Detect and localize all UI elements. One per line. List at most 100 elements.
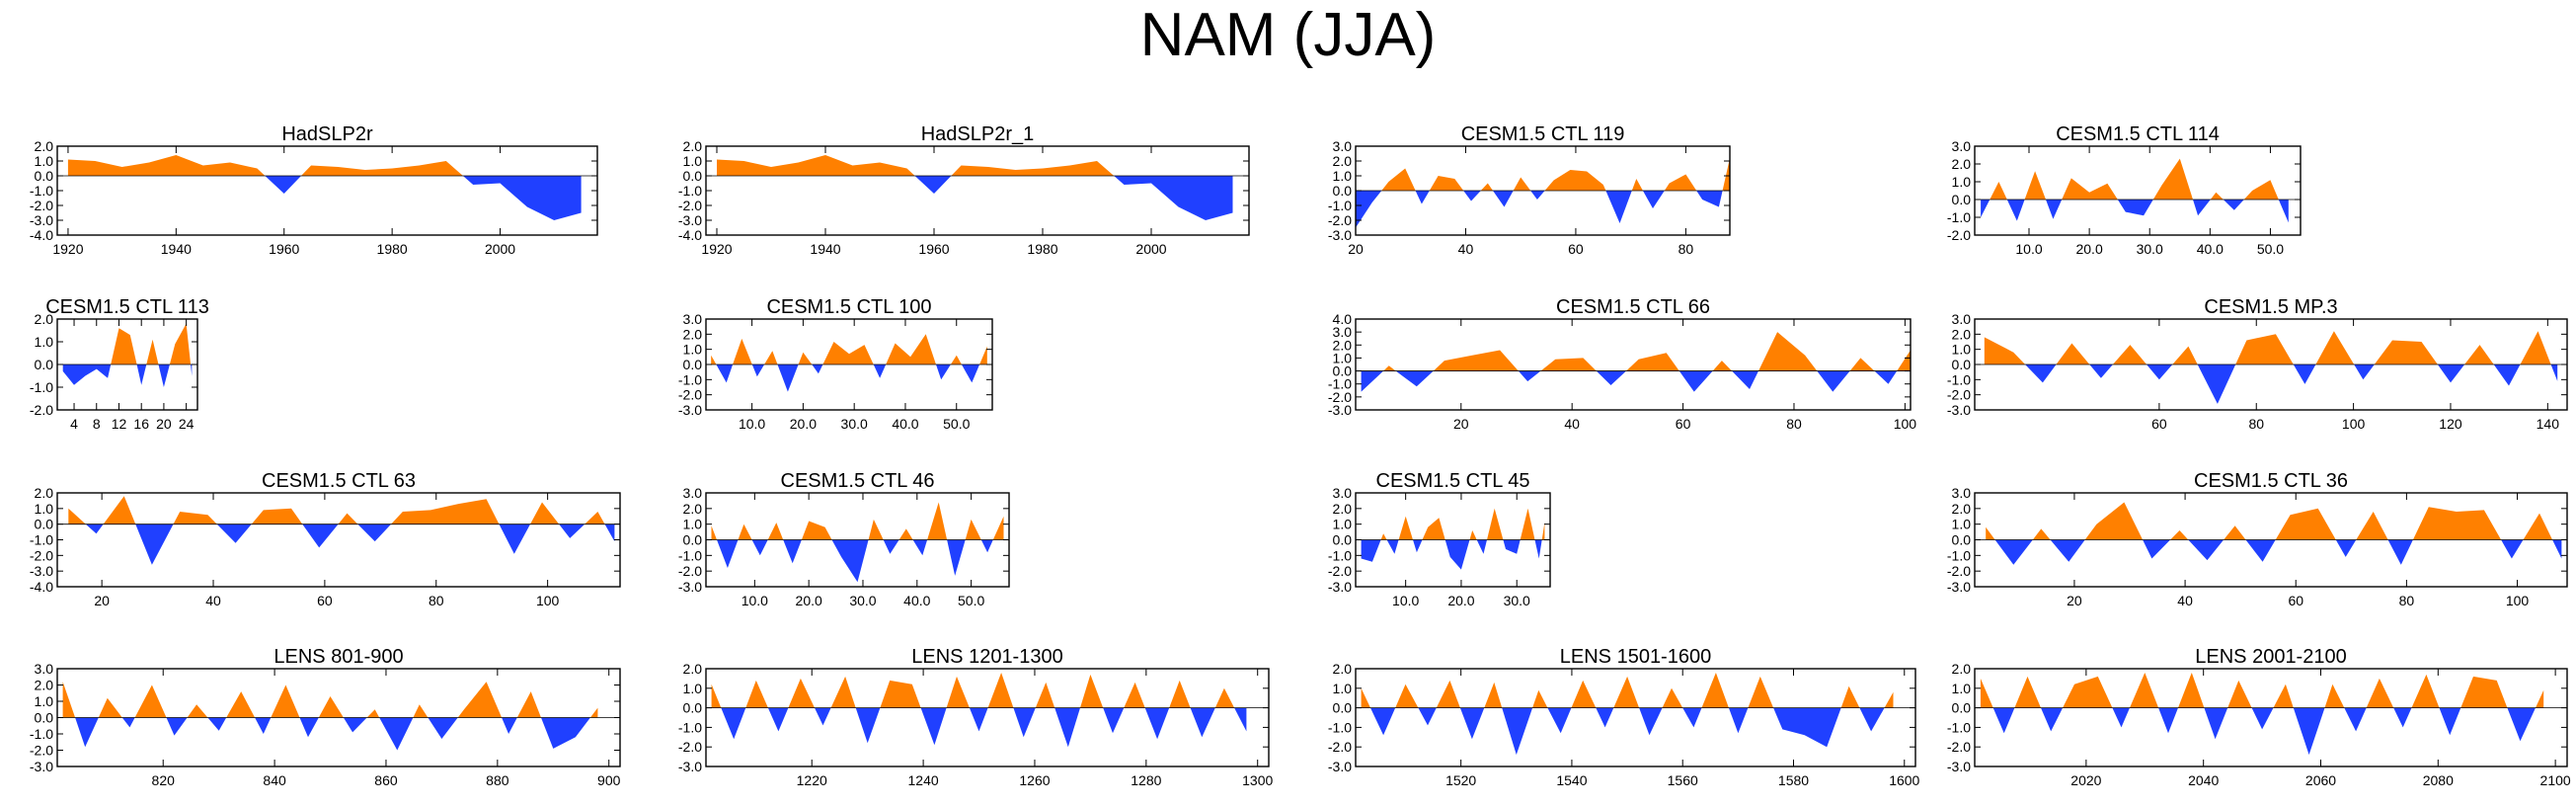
x-tick-label: 100 [536, 593, 560, 608]
positive-anomaly-area [946, 676, 970, 708]
y-tick-label: -4.0 [30, 227, 53, 243]
y-tick-label: 3.0 [35, 661, 54, 677]
negative-anomaly-area [299, 717, 319, 738]
panel-title: CESM1.5 CTL 119 [1461, 123, 1625, 145]
negative-anomaly-area [2278, 200, 2289, 223]
negative-anomaly-area [2158, 707, 2178, 734]
positive-anomaly-area [738, 524, 752, 540]
negative-anomaly-area [135, 524, 174, 565]
positive-anomaly-area [1361, 687, 1370, 708]
negative-anomaly-area [1190, 707, 1215, 738]
positive-anomaly-area [1480, 183, 1493, 191]
negative-anomaly-area [541, 717, 590, 749]
panel-title: LENS 1201-1300 [911, 646, 1062, 668]
x-tick-label: 2000 [485, 241, 515, 257]
positive-anomaly-area [801, 521, 832, 540]
negative-anomaly-area [721, 707, 746, 740]
negative-anomaly-area [1981, 200, 1991, 217]
y-tick-label: -2.0 [30, 743, 53, 759]
x-tick-label: 80 [429, 593, 444, 608]
x-tick-label: 1220 [797, 772, 827, 788]
y-tick-label: 3.0 [683, 311, 703, 327]
y-tick-label: -4.0 [30, 579, 53, 595]
x-tick-label: 60 [1676, 416, 1691, 432]
x-tick-label: 1920 [52, 241, 83, 257]
negative-anomaly-area [1642, 191, 1665, 208]
x-tick-label: 2020 [2070, 772, 2101, 788]
y-tick-label: -1.0 [30, 183, 53, 199]
positive-anomaly-area [173, 512, 217, 524]
negative-anomaly-area [717, 539, 739, 568]
y-tick-label: -2.0 [30, 547, 53, 563]
positive-anomaly-area [1035, 682, 1055, 708]
negative-anomaly-area [2501, 539, 2524, 559]
x-tick-label: 880 [486, 772, 509, 788]
negative-anomaly-area [1395, 370, 1434, 387]
y-tick-label: 0.0 [35, 168, 54, 184]
y-tick-label: 3.0 [683, 485, 703, 501]
negative-anomaly-area [166, 717, 188, 736]
x-tick-label: 1960 [918, 241, 949, 257]
positive-anomaly-area [1990, 182, 2007, 200]
y-tick-label: 3.0 [1333, 138, 1353, 154]
y-tick-label: 1.0 [1333, 681, 1353, 696]
x-tick-label: 20.0 [790, 416, 817, 432]
y-tick-label: 3.0 [1333, 324, 1353, 340]
negative-anomaly-area [1859, 707, 1885, 732]
positive-anomaly-area [2356, 512, 2388, 540]
positive-anomaly-area [2227, 680, 2252, 708]
positive-anomaly-area [767, 523, 784, 540]
positive-anomaly-area [1840, 685, 1860, 708]
positive-anomaly-area [134, 685, 167, 718]
y-tick-label: -1.0 [1947, 371, 1971, 387]
figure-title: NAM (JJA) [1139, 1, 1437, 69]
panel-title: HadSLP2r [281, 123, 373, 145]
positive-anomaly-area [413, 704, 429, 718]
y-tick-label: -1.0 [1947, 547, 1971, 563]
positive-anomaly-area [585, 512, 605, 524]
y-tick-label: -3.0 [30, 563, 53, 579]
chart-panel: CESM1.5 CTL 36 3.02.01.00.0-1.0-2.0-3.0 20… [1947, 470, 2568, 608]
negative-anomaly-area [1874, 370, 1898, 384]
y-tick-label: -2.0 [1947, 739, 1971, 755]
positive-anomaly-area [1380, 533, 1387, 540]
positive-anomaly-area [1383, 365, 1396, 371]
x-tick-label: 1540 [1556, 772, 1587, 788]
negative-anomaly-area [855, 707, 881, 744]
y-tick-label: 2.0 [1333, 337, 1353, 353]
y-tick-label: 0.0 [1333, 532, 1353, 548]
negative-anomaly-area [815, 707, 831, 726]
negative-anomaly-area [2223, 200, 2244, 210]
negative-anomaly-area [2204, 707, 2228, 740]
x-tick-label: 30.0 [849, 593, 876, 608]
positive-anomaly-area [111, 328, 137, 364]
positive-anomaly-area [2324, 684, 2345, 708]
panel-title: CESM1.5 CTL 46 [781, 470, 935, 492]
positive-anomaly-area [711, 355, 717, 364]
chart-panel: CESM1.5 CTL 119 3.02.01.00.0-1.0-2.0-3.02… [1328, 123, 1731, 257]
x-tick-label: 1260 [1019, 772, 1050, 788]
x-tick-label: 1960 [269, 241, 299, 257]
chart-panel: LENS 801-900 3.02.01.00.0-1.0-2.0-3.0 820 8… [30, 646, 621, 788]
negative-anomaly-area [1013, 707, 1036, 738]
negative-anomaly-area [75, 717, 99, 748]
x-tick-label: 1940 [161, 241, 192, 257]
y-tick-label: 0.0 [1952, 532, 1972, 548]
x-tick-label: 40 [2177, 593, 2193, 608]
positive-anomaly-area [1664, 174, 1697, 191]
negative-anomaly-area [1413, 539, 1423, 553]
y-tick-label: -1.0 [30, 379, 53, 395]
positive-anomaly-area [589, 707, 598, 718]
negative-anomaly-area [62, 364, 112, 385]
panel-title: CESM1.5 CTL 113 [45, 296, 209, 318]
x-tick-label: 1980 [377, 241, 408, 257]
positive-anomaly-area [2084, 502, 2144, 540]
negative-anomaly-area [2507, 707, 2536, 742]
positive-anomaly-area [1541, 523, 1545, 540]
negative-anomaly-area [920, 707, 947, 746]
positive-anomaly-area [2243, 180, 2279, 200]
negative-anomaly-area [969, 707, 988, 732]
x-tick-label: 60 [2151, 416, 2167, 432]
y-tick-label: 0.0 [1333, 183, 1353, 199]
